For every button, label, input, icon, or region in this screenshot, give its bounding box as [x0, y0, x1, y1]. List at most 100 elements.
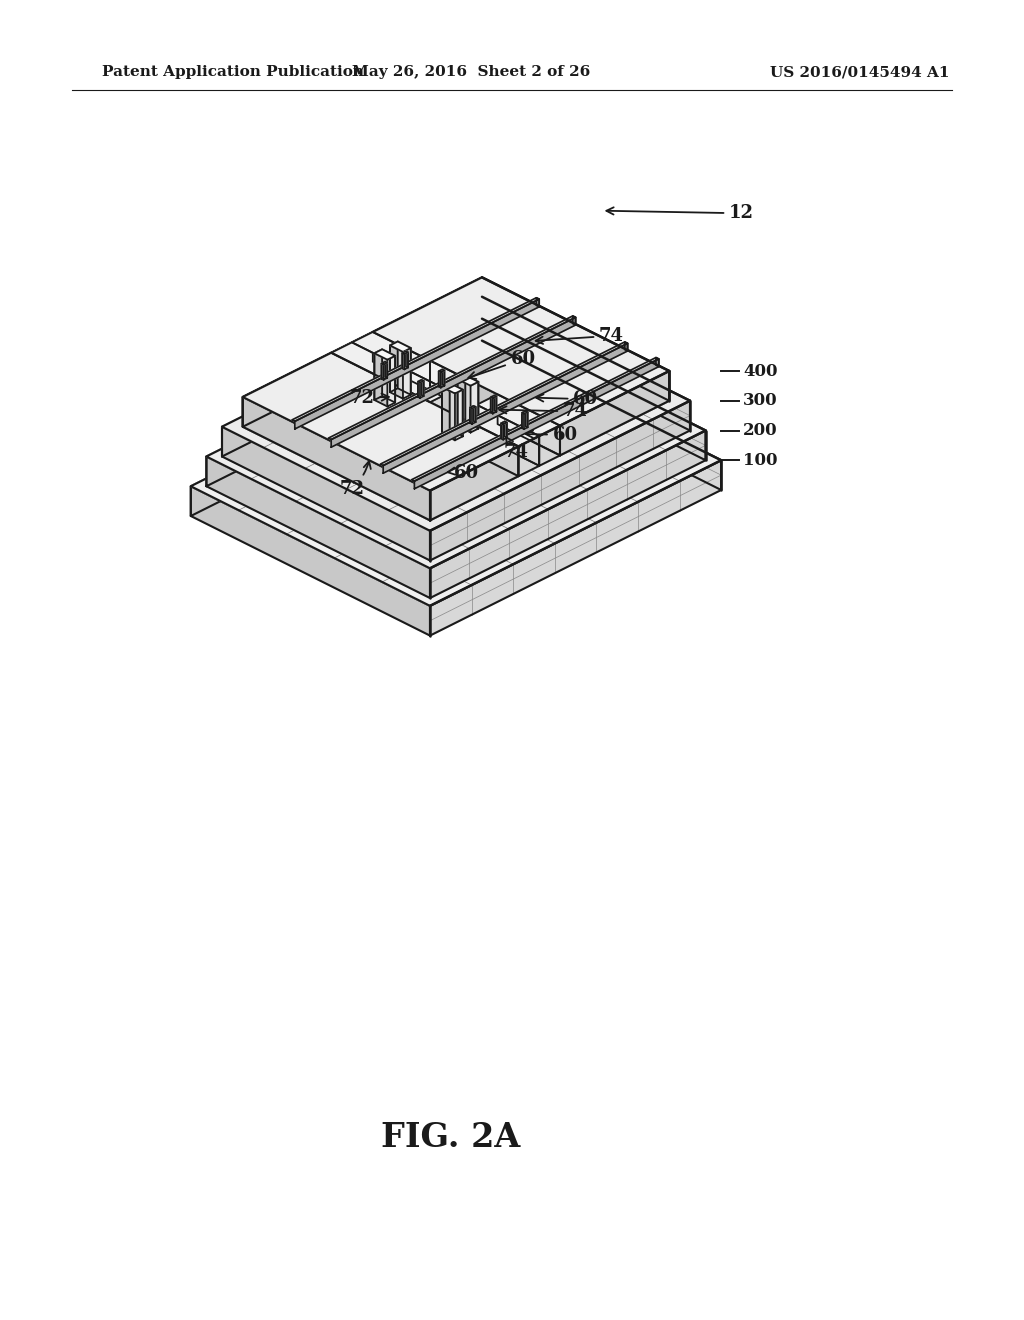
Polygon shape	[410, 371, 451, 421]
Text: 74: 74	[504, 437, 528, 461]
Polygon shape	[472, 407, 475, 424]
Polygon shape	[493, 396, 497, 413]
Text: 72: 72	[350, 388, 389, 407]
Polygon shape	[455, 389, 463, 441]
Polygon shape	[222, 426, 430, 561]
Polygon shape	[243, 352, 518, 491]
Polygon shape	[456, 416, 518, 477]
Polygon shape	[415, 359, 658, 488]
Polygon shape	[222, 297, 482, 457]
Text: 60: 60	[468, 350, 536, 379]
Polygon shape	[518, 436, 540, 477]
Polygon shape	[420, 381, 424, 397]
Polygon shape	[470, 408, 472, 424]
Polygon shape	[243, 397, 430, 520]
Polygon shape	[373, 333, 430, 391]
Polygon shape	[375, 350, 395, 360]
Polygon shape	[477, 395, 498, 434]
Polygon shape	[473, 405, 475, 422]
Polygon shape	[418, 380, 422, 397]
Polygon shape	[442, 387, 455, 441]
Polygon shape	[385, 362, 387, 378]
Polygon shape	[430, 461, 721, 636]
Polygon shape	[331, 342, 352, 383]
Polygon shape	[430, 392, 451, 432]
Polygon shape	[373, 277, 670, 425]
Polygon shape	[384, 363, 387, 380]
Polygon shape	[501, 421, 505, 438]
Polygon shape	[540, 425, 560, 466]
Polygon shape	[295, 300, 540, 429]
Polygon shape	[331, 352, 388, 411]
Polygon shape	[222, 297, 690, 531]
Text: 74: 74	[500, 403, 588, 421]
Polygon shape	[505, 421, 507, 438]
Polygon shape	[352, 333, 373, 372]
Polygon shape	[403, 348, 411, 399]
Polygon shape	[458, 379, 471, 433]
Polygon shape	[522, 413, 524, 429]
Polygon shape	[456, 405, 540, 446]
Polygon shape	[471, 381, 478, 433]
Polygon shape	[387, 356, 395, 407]
Polygon shape	[456, 405, 477, 445]
Polygon shape	[329, 315, 575, 440]
Text: 74: 74	[536, 327, 624, 345]
Polygon shape	[388, 371, 451, 403]
Text: 60: 60	[537, 391, 598, 408]
Polygon shape	[390, 342, 411, 352]
Text: FIG. 2A: FIG. 2A	[381, 1121, 520, 1154]
Polygon shape	[207, 457, 430, 598]
Polygon shape	[382, 350, 395, 403]
Polygon shape	[410, 360, 472, 392]
Polygon shape	[501, 421, 507, 424]
Polygon shape	[402, 351, 406, 368]
Polygon shape	[470, 405, 475, 409]
Polygon shape	[190, 341, 721, 606]
Polygon shape	[625, 342, 628, 351]
Polygon shape	[490, 397, 493, 413]
Text: 12: 12	[606, 205, 754, 222]
Polygon shape	[388, 371, 410, 411]
Polygon shape	[402, 352, 404, 370]
Polygon shape	[560, 371, 670, 455]
Text: May 26, 2016  Sheet 2 of 26: May 26, 2016 Sheet 2 of 26	[352, 65, 590, 79]
Polygon shape	[656, 358, 658, 367]
Text: 400: 400	[743, 363, 777, 380]
Polygon shape	[572, 315, 575, 325]
Text: US 2016/0145494 A1: US 2016/0145494 A1	[770, 65, 950, 79]
Polygon shape	[438, 371, 440, 388]
Polygon shape	[430, 371, 670, 520]
Polygon shape	[412, 358, 658, 482]
Polygon shape	[503, 422, 507, 440]
Polygon shape	[477, 405, 540, 466]
Polygon shape	[418, 381, 420, 397]
Polygon shape	[458, 375, 478, 385]
Polygon shape	[404, 352, 408, 370]
Polygon shape	[382, 362, 387, 364]
Polygon shape	[331, 352, 518, 477]
Polygon shape	[537, 298, 540, 306]
Polygon shape	[522, 411, 527, 414]
Polygon shape	[438, 370, 442, 387]
Polygon shape	[331, 342, 410, 381]
Polygon shape	[410, 360, 430, 401]
Polygon shape	[482, 277, 670, 401]
Polygon shape	[422, 380, 424, 396]
Polygon shape	[451, 381, 472, 421]
Polygon shape	[243, 352, 331, 426]
Polygon shape	[331, 360, 560, 474]
Polygon shape	[382, 363, 384, 380]
Polygon shape	[190, 341, 482, 516]
Polygon shape	[524, 412, 527, 429]
Polygon shape	[292, 298, 540, 421]
Polygon shape	[383, 343, 628, 473]
Polygon shape	[477, 395, 560, 436]
Polygon shape	[442, 383, 450, 434]
Polygon shape	[375, 350, 382, 400]
Polygon shape	[388, 381, 430, 432]
Polygon shape	[470, 405, 473, 422]
Polygon shape	[442, 383, 463, 393]
Polygon shape	[352, 342, 410, 401]
Polygon shape	[501, 424, 503, 440]
